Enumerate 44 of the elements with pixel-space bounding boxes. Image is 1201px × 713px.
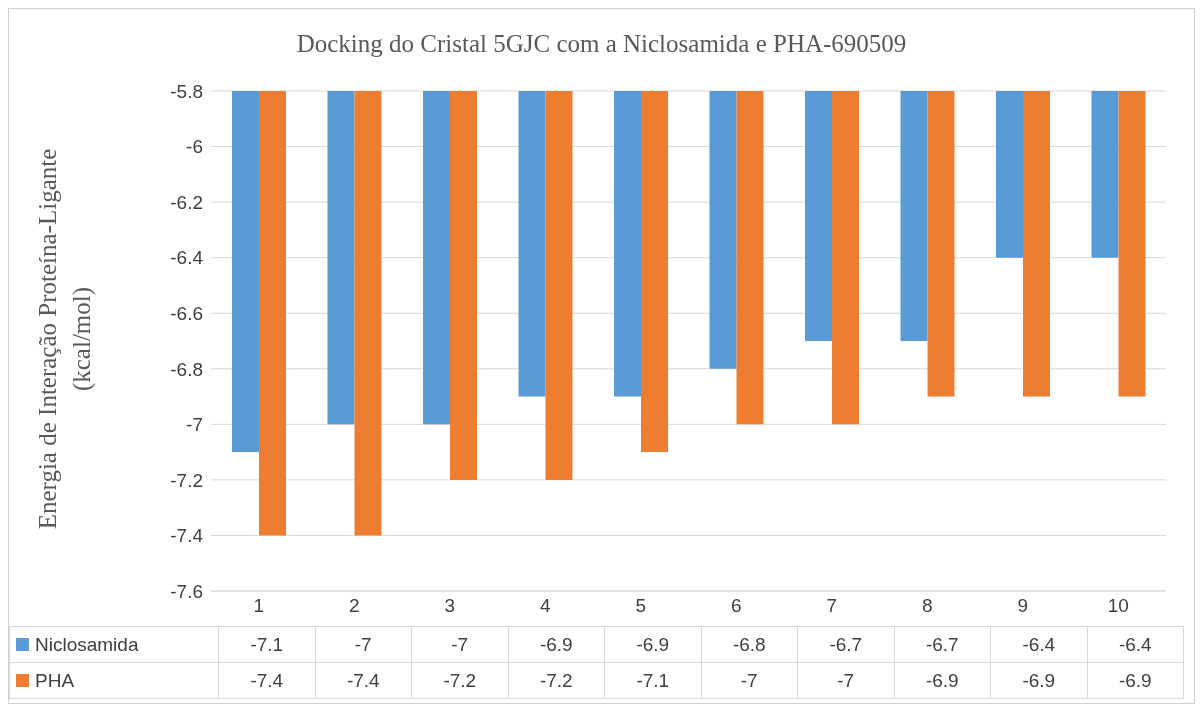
data-label: -7.1 — [218, 626, 315, 663]
x-tick-label: 3 — [444, 595, 456, 617]
x-tick-label: 2 — [348, 595, 360, 617]
data-label: -6.4 — [990, 626, 1087, 663]
data-label: -6.9 — [508, 626, 605, 663]
y-tick-label: -5.8 — [170, 80, 203, 102]
data-label: -7.4 — [315, 662, 412, 699]
data-label: -7 — [315, 626, 412, 663]
data-label: -7.1 — [604, 662, 701, 699]
x-tick-label: 6 — [730, 595, 742, 617]
data-label: -7.4 — [218, 662, 315, 699]
x-tick-label: 10 — [1107, 595, 1129, 617]
data-label: -7.2 — [508, 662, 605, 699]
data-label: -6.9 — [1087, 662, 1184, 699]
data-label: -6.9 — [894, 662, 991, 699]
data-label: -6.9 — [604, 626, 701, 663]
x-tick-label: 5 — [635, 595, 647, 617]
y-tick-label: -7.4 — [170, 525, 204, 547]
y-tick-label: -7 — [186, 414, 203, 436]
chart-title: Docking do Cristal 5GJC com a Niclosamida e PHA-690509 — [295, 29, 908, 59]
y-tick-label: -7.2 — [170, 469, 203, 491]
data-label: -6.4 — [1087, 626, 1184, 663]
data-label: -6.8 — [701, 626, 798, 663]
x-tick-label: 8 — [921, 595, 933, 617]
x-tick-label: 4 — [539, 595, 551, 617]
data-label: -6.9 — [990, 662, 1087, 699]
y-tick-label: -7.6 — [170, 580, 203, 602]
y-tick-label: -6 — [186, 136, 203, 158]
x-tick-label: 7 — [826, 595, 838, 617]
data-label: -7.2 — [411, 662, 508, 699]
legend-label: Niclosamida — [35, 633, 139, 655]
y-axis-title: Energia de Interação Proteína-Ligante (kcal/mol) — [33, 147, 96, 532]
data-label: -6.7 — [797, 626, 894, 663]
x-tick-label: 9 — [1017, 595, 1029, 617]
y-tick-label: -6.2 — [170, 191, 203, 213]
y-tick-label: -6.8 — [170, 358, 203, 380]
y-tick-label: -6.6 — [170, 302, 203, 324]
legend-label: PHA — [35, 669, 75, 691]
data-label: -7 — [701, 662, 798, 699]
x-tick-label: 1 — [253, 595, 265, 617]
data-label: -7 — [797, 662, 894, 699]
y-tick-label: -6.4 — [170, 247, 204, 269]
data-label: -6.7 — [894, 626, 991, 663]
data-label: -7 — [411, 626, 508, 663]
